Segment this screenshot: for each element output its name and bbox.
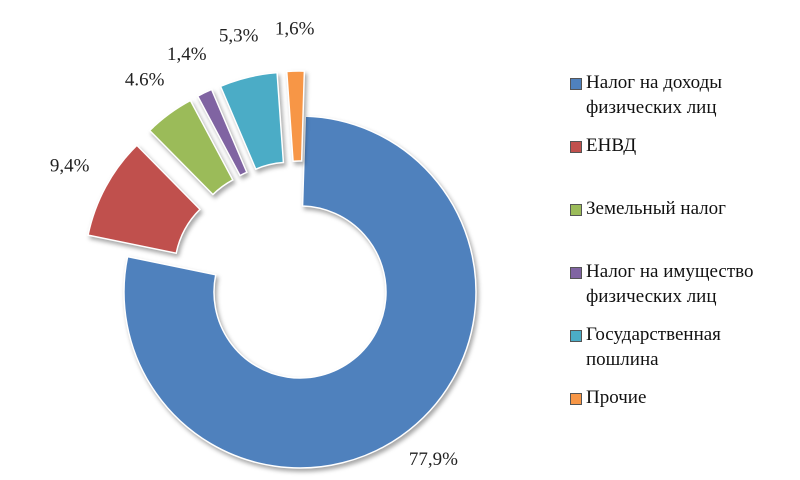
legend-label: Налог на имущество физических лиц [586, 261, 754, 307]
legend-item: Налог на имущество физических лиц [568, 259, 793, 322]
legend-swatch [570, 267, 582, 279]
legend-item: ЕНВД [568, 133, 793, 196]
donut-slice [196, 88, 248, 177]
legend-label: Налог на доходы физических лиц [586, 72, 723, 118]
legend-item: Прочие [568, 385, 793, 448]
legend-swatch [570, 330, 582, 342]
donut-slice [285, 70, 306, 163]
data-label: 1,6% [275, 18, 315, 39]
legend-label: Прочие [586, 387, 647, 408]
legend: Налог на доходы физических лиц ЕНВД Земель… [568, 70, 793, 448]
legend-swatch [570, 204, 582, 216]
legend-swatch [570, 141, 582, 153]
donut-slice [148, 99, 234, 196]
legend-label: Государственная пошлина [586, 324, 721, 370]
data-label: 77,9% [409, 449, 458, 470]
legend-item: Налог на доходы физических лиц [568, 70, 793, 133]
legend-item: Земельный налог [568, 196, 793, 259]
data-label: 9,4% [50, 155, 90, 176]
legend-label: ЕНВД [586, 135, 637, 156]
legend-label: Земельный налог [586, 198, 726, 219]
chart: 77,9% 9,4% 4.6%1,4% 5,3% 1,6% [50, 18, 477, 470]
legend-swatch [570, 78, 582, 90]
donut-slice [219, 71, 285, 171]
legend-item: Государственная пошлина [568, 322, 793, 385]
donut-slice [87, 144, 202, 255]
legend-swatch [570, 393, 582, 405]
data-label: 5,3% [219, 26, 259, 47]
donut-slice [123, 115, 477, 469]
data-label: 1,4% [167, 44, 207, 65]
data-label: 4.6% [125, 69, 165, 90]
